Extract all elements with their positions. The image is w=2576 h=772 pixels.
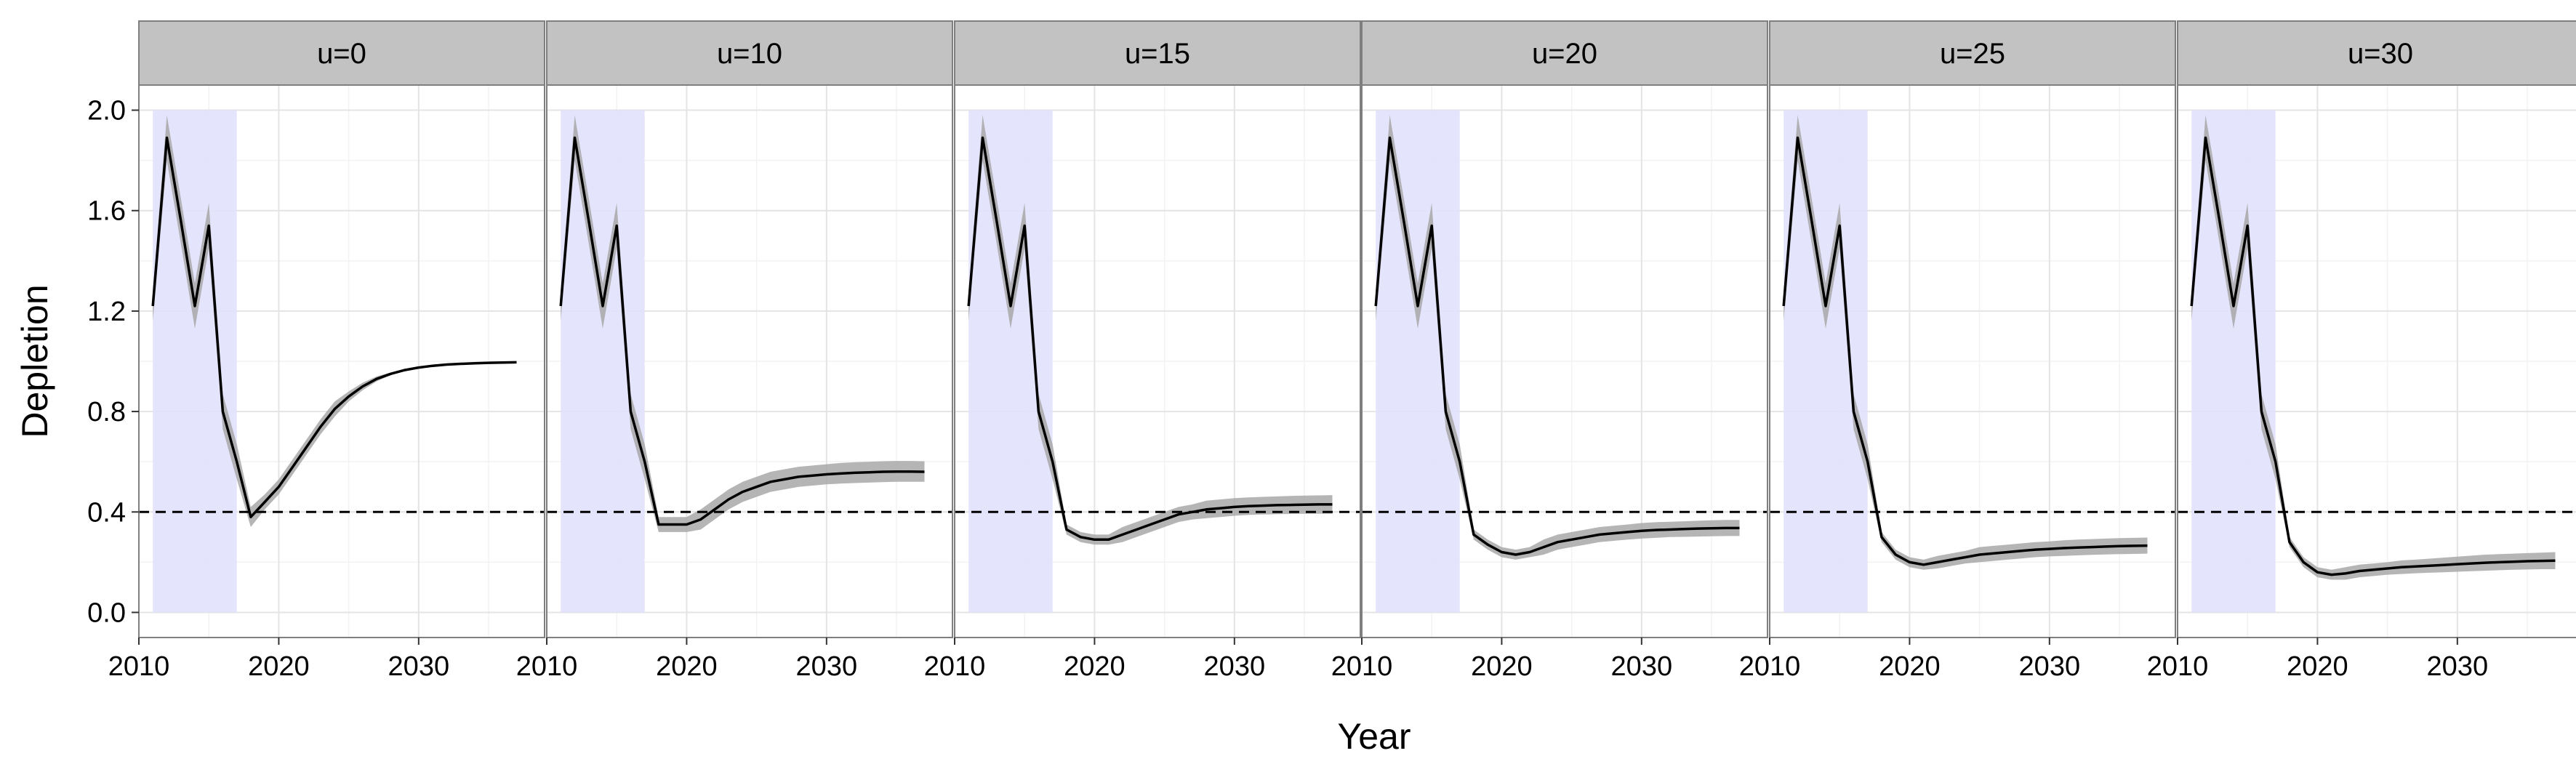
panel-border [954, 84, 1361, 638]
x-tick-label: 2030 [388, 651, 450, 682]
shaded-region [2191, 110, 2276, 613]
depletion-line [1374, 136, 1740, 556]
panel-strip [138, 20, 545, 86]
x-tick-label: 2020 [656, 651, 718, 682]
y-tick-label: 2.0 [87, 96, 126, 126]
shaded-region [561, 110, 645, 613]
x-tick-label: 2010 [108, 651, 170, 682]
x-tick-label: 2010 [1739, 651, 1801, 682]
x-tick-label: 2020 [1471, 651, 1533, 682]
shaded-region [1376, 110, 1460, 613]
y-tick-label: 1.6 [87, 196, 126, 227]
confidence-ribbon [968, 115, 1333, 545]
x-tick-label: 2030 [2427, 651, 2489, 682]
x-tick-label: 2010 [516, 651, 578, 682]
panel-strip-label: u=0 [317, 38, 366, 70]
panel-u-10: u=10 2010 2020 2030 [516, 20, 953, 682]
y-tick-label: 0.4 [87, 497, 126, 528]
panel-strip [1361, 20, 1768, 86]
shaded-region [968, 110, 1053, 613]
y-tick-label: 0.8 [87, 397, 126, 427]
x-tick-label: 2030 [2019, 651, 2081, 682]
x-tick-label: 2020 [1064, 651, 1126, 682]
panel-u-25: u=25 2010 2020 2030 [1739, 20, 2176, 682]
shaded-region [1783, 110, 1868, 613]
depletion-line [967, 136, 1333, 542]
panel-border [546, 84, 953, 638]
panel-strip [1769, 20, 2176, 86]
panel-strip-label: u=30 [2348, 38, 2413, 70]
panel-strip-label: u=10 [717, 38, 782, 70]
x-tick-label: 2010 [1331, 651, 1393, 682]
depletion-line [1782, 136, 2148, 566]
panel-border [2177, 84, 2576, 638]
x-tick-label: 2010 [2147, 651, 2209, 682]
panel-border [1361, 84, 1768, 638]
panel-u-15: u=15 2010 2020 2030 [924, 20, 1361, 682]
x-tick-label: 2020 [2287, 651, 2348, 682]
x-tick-label: 2030 [796, 651, 858, 682]
y-tick-label: 1.2 [87, 297, 126, 327]
panel-strip-label: u=20 [1532, 38, 1597, 70]
panel-u-20: u=20 2010 2020 2030 [1331, 20, 1768, 682]
depletion-line [151, 136, 517, 518]
panel-u-0: u=0 2010 2020 2030 0.0 0.4 0.8 1.2 1.6 2.0 [87, 20, 545, 682]
panel-strip-label: u=25 [1940, 38, 2005, 70]
x-axis-title: Year [1337, 716, 1411, 757]
shaded-region [153, 110, 237, 613]
depletion-line [559, 136, 925, 526]
y-axis-title: Depletion [15, 284, 55, 438]
depletion-line [2190, 136, 2556, 576]
panel-strip [954, 20, 1361, 86]
panel-border [138, 84, 545, 638]
x-tick-label: 2010 [924, 651, 986, 682]
x-tick-label: 2030 [1204, 651, 1266, 682]
panel-border [1769, 84, 2176, 638]
x-tick-label: 2020 [1879, 651, 1941, 682]
panels-layer: u=0 2010 2020 2030 0.0 0.4 0.8 1.2 1.6 2.0 u=10 201… [87, 20, 2576, 682]
y-tick-label: 0.0 [87, 598, 126, 628]
panel-strip-label: u=15 [1125, 38, 1190, 70]
panel-u-30: u=30 2010 2020 2030 [2147, 20, 2576, 682]
x-tick-label: 2020 [248, 651, 310, 682]
x-tick-label: 2030 [1611, 651, 1673, 682]
panel-strip [2177, 20, 2576, 86]
